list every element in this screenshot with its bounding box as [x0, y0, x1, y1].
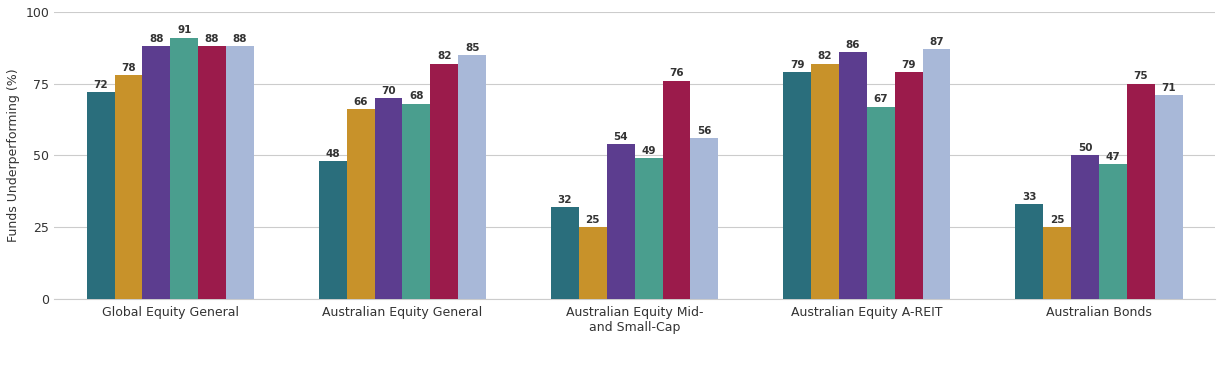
- Bar: [783, 72, 811, 299]
- Text: 88: 88: [232, 34, 247, 44]
- Bar: [347, 110, 375, 299]
- Bar: [634, 158, 662, 299]
- Text: 79: 79: [902, 60, 915, 70]
- Bar: [402, 104, 430, 299]
- Bar: [319, 161, 347, 299]
- Text: 25: 25: [585, 215, 600, 225]
- Text: 48: 48: [325, 149, 340, 159]
- Bar: [1044, 227, 1072, 299]
- Bar: [430, 64, 458, 299]
- Text: 47: 47: [1106, 152, 1121, 162]
- Bar: [811, 64, 840, 299]
- Bar: [1099, 164, 1127, 299]
- Bar: [1072, 155, 1099, 299]
- Text: 87: 87: [929, 37, 943, 47]
- Text: 56: 56: [697, 126, 711, 136]
- Bar: [1155, 95, 1183, 299]
- Bar: [198, 46, 226, 299]
- Text: 88: 88: [149, 34, 164, 44]
- Text: 76: 76: [670, 69, 684, 79]
- Bar: [115, 75, 143, 299]
- Text: 67: 67: [874, 94, 888, 104]
- Text: 70: 70: [381, 86, 396, 96]
- Bar: [551, 207, 579, 299]
- Text: 25: 25: [1050, 215, 1064, 225]
- Bar: [840, 52, 866, 299]
- Y-axis label: Funds Underperforming (%): Funds Underperforming (%): [7, 69, 20, 242]
- Bar: [1127, 83, 1155, 299]
- Text: 75: 75: [1134, 71, 1149, 81]
- Text: 71: 71: [1161, 83, 1176, 93]
- Bar: [170, 38, 198, 299]
- Bar: [662, 81, 690, 299]
- Text: 79: 79: [789, 60, 804, 70]
- Text: 85: 85: [464, 43, 479, 53]
- Text: 49: 49: [642, 146, 656, 156]
- Text: 33: 33: [1022, 192, 1036, 202]
- Bar: [1015, 204, 1044, 299]
- Text: 82: 82: [437, 51, 451, 61]
- Text: 86: 86: [846, 40, 860, 50]
- Text: 88: 88: [205, 34, 220, 44]
- Text: 68: 68: [409, 92, 424, 101]
- Text: 66: 66: [353, 97, 368, 107]
- Text: 32: 32: [557, 195, 572, 205]
- Bar: [226, 46, 254, 299]
- Bar: [607, 144, 634, 299]
- Bar: [579, 227, 607, 299]
- Text: 72: 72: [93, 80, 108, 90]
- Text: 50: 50: [1078, 143, 1092, 153]
- Text: 54: 54: [613, 132, 628, 142]
- Bar: [895, 72, 923, 299]
- Text: 78: 78: [121, 63, 136, 73]
- Bar: [375, 98, 402, 299]
- Bar: [87, 92, 115, 299]
- Bar: [866, 106, 895, 299]
- Bar: [690, 138, 719, 299]
- Bar: [458, 55, 486, 299]
- Text: 82: 82: [818, 51, 832, 61]
- Bar: [923, 49, 951, 299]
- Bar: [143, 46, 170, 299]
- Text: 91: 91: [177, 25, 192, 36]
